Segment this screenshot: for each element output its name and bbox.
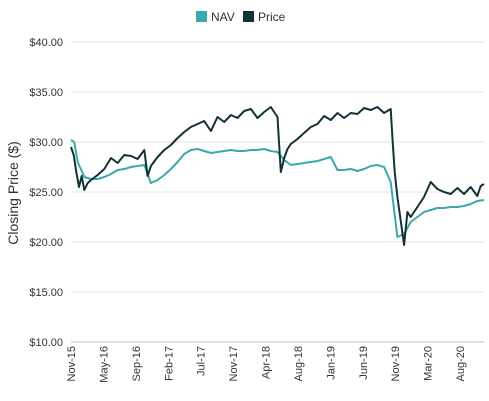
y-tick-label: $40.00	[29, 37, 63, 49]
x-tick-label: May-16	[98, 346, 110, 383]
legend-swatch-nav	[196, 11, 207, 22]
x-tick-label: Nov-19	[390, 346, 402, 381]
x-tick-label: Jul-17	[196, 346, 208, 376]
series-lines	[70, 106, 485, 246]
y-tick-label: $25.00	[29, 187, 63, 199]
legend-label-price: Price	[258, 10, 286, 24]
x-tick-label: Nov-17	[228, 346, 240, 381]
y-tick-label: $35.00	[29, 87, 63, 99]
x-tick-label: Nov-15	[66, 346, 78, 381]
series-line-nav	[70, 139, 485, 238]
y-tick-label: $20.00	[29, 237, 63, 249]
legend-swatch-price	[243, 11, 254, 22]
x-tick-label: Aug-18	[293, 346, 305, 381]
series-line-price	[70, 106, 485, 246]
legend: NAV Price	[196, 10, 286, 24]
x-tick-label: Jan-19	[325, 346, 337, 380]
x-tick-label: Apr-18	[261, 346, 273, 379]
x-tick-label: Mar-20	[423, 346, 435, 381]
y-tick-label: $30.00	[29, 137, 63, 149]
y-axis-label: Closing Price ($)	[5, 141, 21, 244]
y-axis-tick-labels: $10.00 $15.00 $20.00 $25.00 $30.00 $35.00 $40.…	[29, 37, 63, 349]
x-tick-label: Sep-16	[131, 346, 143, 381]
x-tick-label: Feb-17	[163, 346, 175, 381]
x-tick-label: Jun-19	[358, 346, 370, 380]
y-tick-label: $10.00	[29, 337, 63, 349]
x-axis-tick-labels: Nov-15 May-16 Sep-16 Feb-17 Jul-17 Nov-17 Apr-…	[66, 346, 467, 383]
x-tick-label: Aug-20	[455, 346, 467, 381]
legend-label-nav: NAV	[211, 10, 235, 24]
y-tick-label: $15.00	[29, 287, 63, 299]
grid-lines	[71, 41, 484, 343]
